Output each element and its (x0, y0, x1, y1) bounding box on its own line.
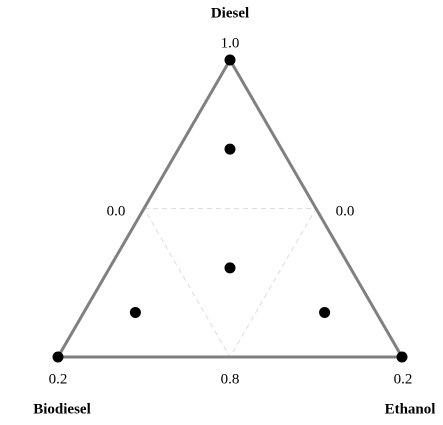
point (224, 143, 236, 155)
axis-annotation: 1.0 (221, 35, 240, 51)
axis-annotation: 0.0 (107, 203, 126, 219)
axis-annotation: 0.2 (49, 371, 68, 387)
point (224, 54, 236, 66)
corner-label: Diesel (211, 5, 249, 21)
point (52, 351, 64, 363)
frame (55, 57, 405, 359)
corner-label: Ethanol (385, 401, 436, 417)
axis-annotation: 0.0 (336, 203, 355, 219)
point (129, 306, 141, 318)
corner-label: Biodiesel (33, 401, 91, 417)
inner-triangle (143, 208, 317, 358)
point (319, 306, 331, 318)
axis-annotation: 0.2 (394, 371, 413, 387)
point (396, 351, 408, 363)
point (224, 262, 236, 274)
axis-annotation: 0.8 (221, 371, 240, 387)
